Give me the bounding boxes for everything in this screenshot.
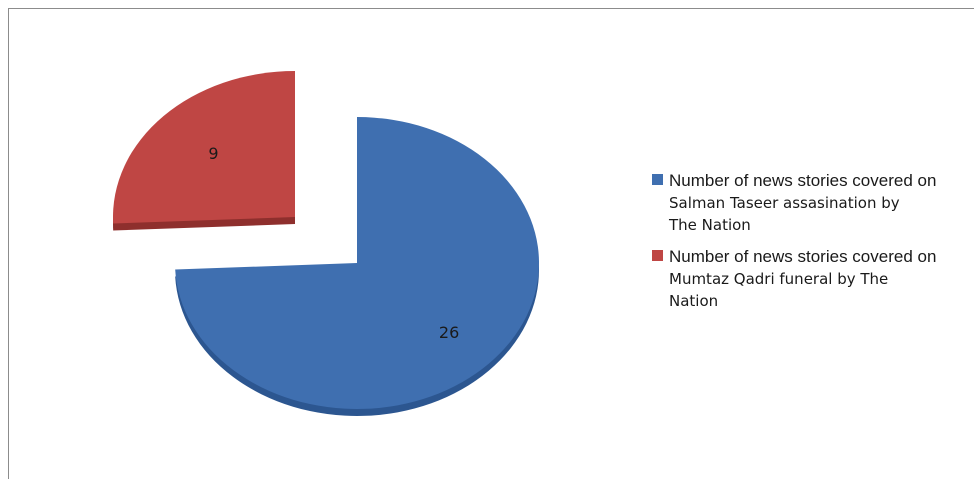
pie-data-label-1: 9 <box>208 144 218 163</box>
pie-data-label-0: 26 <box>439 323 459 342</box>
legend-entry-1: Number of news stories covered on Mumtaz… <box>652 246 974 312</box>
legend-label-0-line-1: Number of news stories covered on <box>669 171 937 190</box>
legend-label-0-line-2: Salman Taseer assasination by <box>669 194 900 212</box>
pie-label-layer: 26 9 <box>208 144 459 342</box>
legend-label-0-line-3: The Nation <box>669 216 751 234</box>
legend-swatch-1 <box>652 250 663 261</box>
legend-label-1-line-1: Number of news stories covered on <box>669 247 937 266</box>
chart-frame <box>8 8 974 479</box>
legend-swatch-0 <box>652 174 663 185</box>
legend-label-1-line-3: Nation <box>669 292 719 310</box>
legend-label-1-line-2: Mumtaz Qadri funeral by The <box>669 270 889 288</box>
legend-entry-0: Number of news stories covered on Salman… <box>652 170 974 236</box>
pie-top-layer <box>113 71 539 409</box>
legend: Number of news stories covered on Salman… <box>652 170 974 322</box>
legend-text-1: Number of news stories covered on Mumtaz… <box>669 246 936 312</box>
pie-slice-0 <box>175 117 539 409</box>
pie-slice-1 <box>113 71 295 224</box>
legend-text-0: Number of news stories covered on Salman… <box>669 170 936 236</box>
